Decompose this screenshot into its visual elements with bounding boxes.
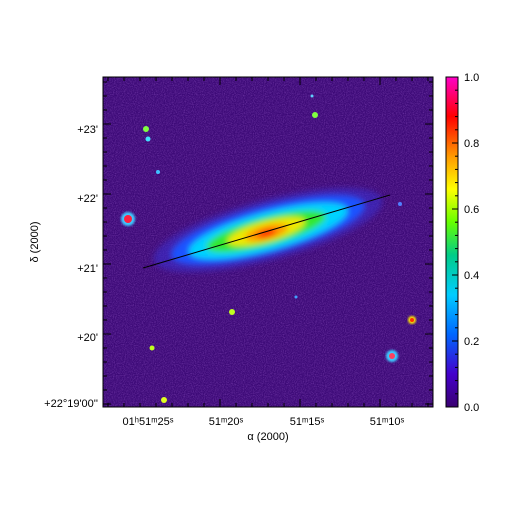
- x-axis-title: α (2000): [247, 431, 288, 443]
- colorbar-tick-label: 0.2: [464, 336, 479, 348]
- colorbar: 1.0 0.8 0.6 0.4 0.2 0.0: [445, 72, 479, 414]
- star: [229, 309, 235, 315]
- x-tick-label: 51ᵐ10ˢ: [370, 416, 405, 428]
- x-tick-label: 01ʰ51ᵐ25ˢ: [123, 416, 174, 428]
- star: [389, 353, 395, 359]
- x-tick-labels: 01ʰ51ᵐ25ˢ 51ᵐ20ˢ 51ᵐ15ˢ 51ᵐ10ˢ: [123, 416, 405, 428]
- stars: [121, 94, 416, 403]
- colorbar-tick-label: 0.8: [464, 138, 479, 150]
- star: [124, 215, 132, 223]
- star: [143, 126, 149, 132]
- x-tick-label: 51ᵐ15ˢ: [290, 416, 325, 428]
- y-tick-label: +22': [77, 193, 98, 205]
- colorbar-tick-labels: 1.0 0.8 0.6 0.4 0.2 0.0: [464, 72, 479, 414]
- star: [149, 345, 155, 351]
- y-tick-label: +21': [77, 263, 98, 275]
- star: [398, 202, 402, 206]
- y-axis-title: δ (2000): [29, 222, 41, 263]
- major-axis-line: [142, 194, 391, 269]
- colorbar-tick-label: 0.6: [464, 204, 479, 216]
- star: [145, 136, 151, 142]
- frame-ticks: [103, 77, 433, 407]
- y-tick-label: +20': [77, 332, 98, 344]
- y-tick-label: +22°19'00'': [44, 398, 98, 410]
- star: [294, 295, 298, 299]
- x-tick-label: 51ᵐ20ˢ: [209, 416, 244, 428]
- sky-image: [103, 77, 433, 407]
- colorbar-gradient: [445, 76, 459, 408]
- colorbar-tick-label: 0.0: [464, 402, 479, 414]
- star: [161, 397, 167, 403]
- star: [312, 112, 318, 118]
- star: [156, 170, 160, 174]
- colorbar-ticks: [452, 76, 458, 408]
- star: [410, 318, 414, 322]
- y-tick-labels: +23' +22' +21' +20' +22°19'00'': [44, 124, 98, 410]
- galaxy-core: [257, 228, 277, 239]
- colorbar-tick-label: 1.0: [464, 72, 479, 84]
- star: [310, 94, 314, 98]
- y-tick-label: +23': [77, 124, 98, 136]
- colorbar-tick-label: 0.4: [464, 270, 479, 282]
